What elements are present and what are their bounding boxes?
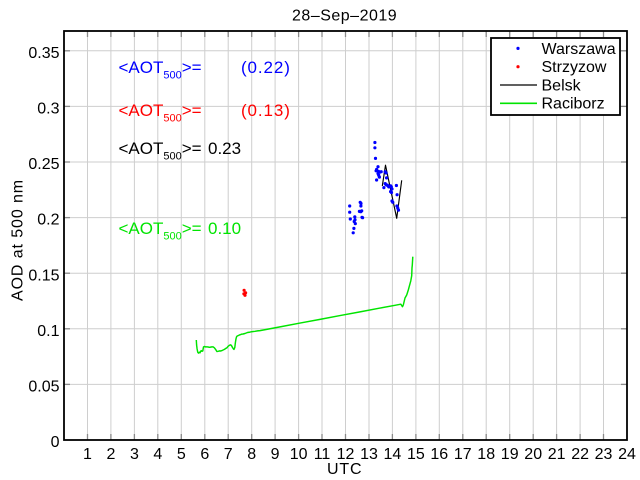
svg-text:5: 5 — [177, 446, 186, 463]
svg-text:14: 14 — [384, 446, 402, 463]
svg-text:0.3: 0.3 — [37, 101, 59, 118]
svg-text:0.2: 0.2 — [37, 212, 59, 229]
svg-text:13: 13 — [360, 446, 378, 463]
svg-text:22: 22 — [571, 446, 589, 463]
svg-text:Raciborz: Raciborz — [542, 96, 605, 113]
svg-text:2: 2 — [106, 446, 115, 463]
svg-text:8: 8 — [247, 446, 256, 463]
svg-text:4: 4 — [153, 446, 162, 463]
svg-text:21: 21 — [548, 446, 566, 463]
svg-text:Warszawa: Warszawa — [542, 41, 616, 58]
svg-text:Strzyzow: Strzyzow — [542, 59, 607, 76]
svg-text:9: 9 — [271, 446, 280, 463]
svg-text:<AOT500>=(0.22): <AOT500>= (0.22) — [119, 58, 291, 82]
svg-text:6: 6 — [200, 446, 209, 463]
svg-text:24: 24 — [618, 446, 636, 463]
svg-text:Belsk: Belsk — [542, 77, 582, 94]
svg-text:0.15: 0.15 — [28, 267, 59, 284]
svg-text:0.25: 0.25 — [28, 156, 59, 173]
svg-text:0.1: 0.1 — [37, 323, 59, 340]
svg-text:0: 0 — [51, 434, 60, 451]
svg-text:0.35: 0.35 — [28, 45, 59, 62]
svg-text:<AOT500>=0.10: <AOT500>= 0.10 — [119, 219, 242, 243]
svg-text:18: 18 — [477, 446, 495, 463]
svg-text:3: 3 — [130, 446, 139, 463]
svg-text:7: 7 — [224, 446, 233, 463]
svg-text:15: 15 — [407, 446, 425, 463]
svg-text:17: 17 — [454, 446, 472, 463]
svg-text:AOD at 500 nm: AOD at 500 nm — [10, 179, 27, 301]
svg-text:1: 1 — [83, 446, 92, 463]
svg-text:0.05: 0.05 — [28, 379, 59, 396]
svg-text:10: 10 — [290, 446, 308, 463]
svg-text:UTC: UTC — [327, 461, 362, 478]
svg-text:16: 16 — [430, 446, 448, 463]
svg-text:23: 23 — [595, 446, 613, 463]
svg-text:<AOT500>=0.23: <AOT500>= 0.23 — [119, 139, 242, 163]
svg-text:11: 11 — [314, 446, 331, 463]
svg-text:19: 19 — [501, 446, 519, 463]
svg-text:28–Sep–2019: 28–Sep–2019 — [292, 7, 397, 24]
svg-text:12: 12 — [337, 446, 355, 463]
svg-text:20: 20 — [524, 446, 542, 463]
